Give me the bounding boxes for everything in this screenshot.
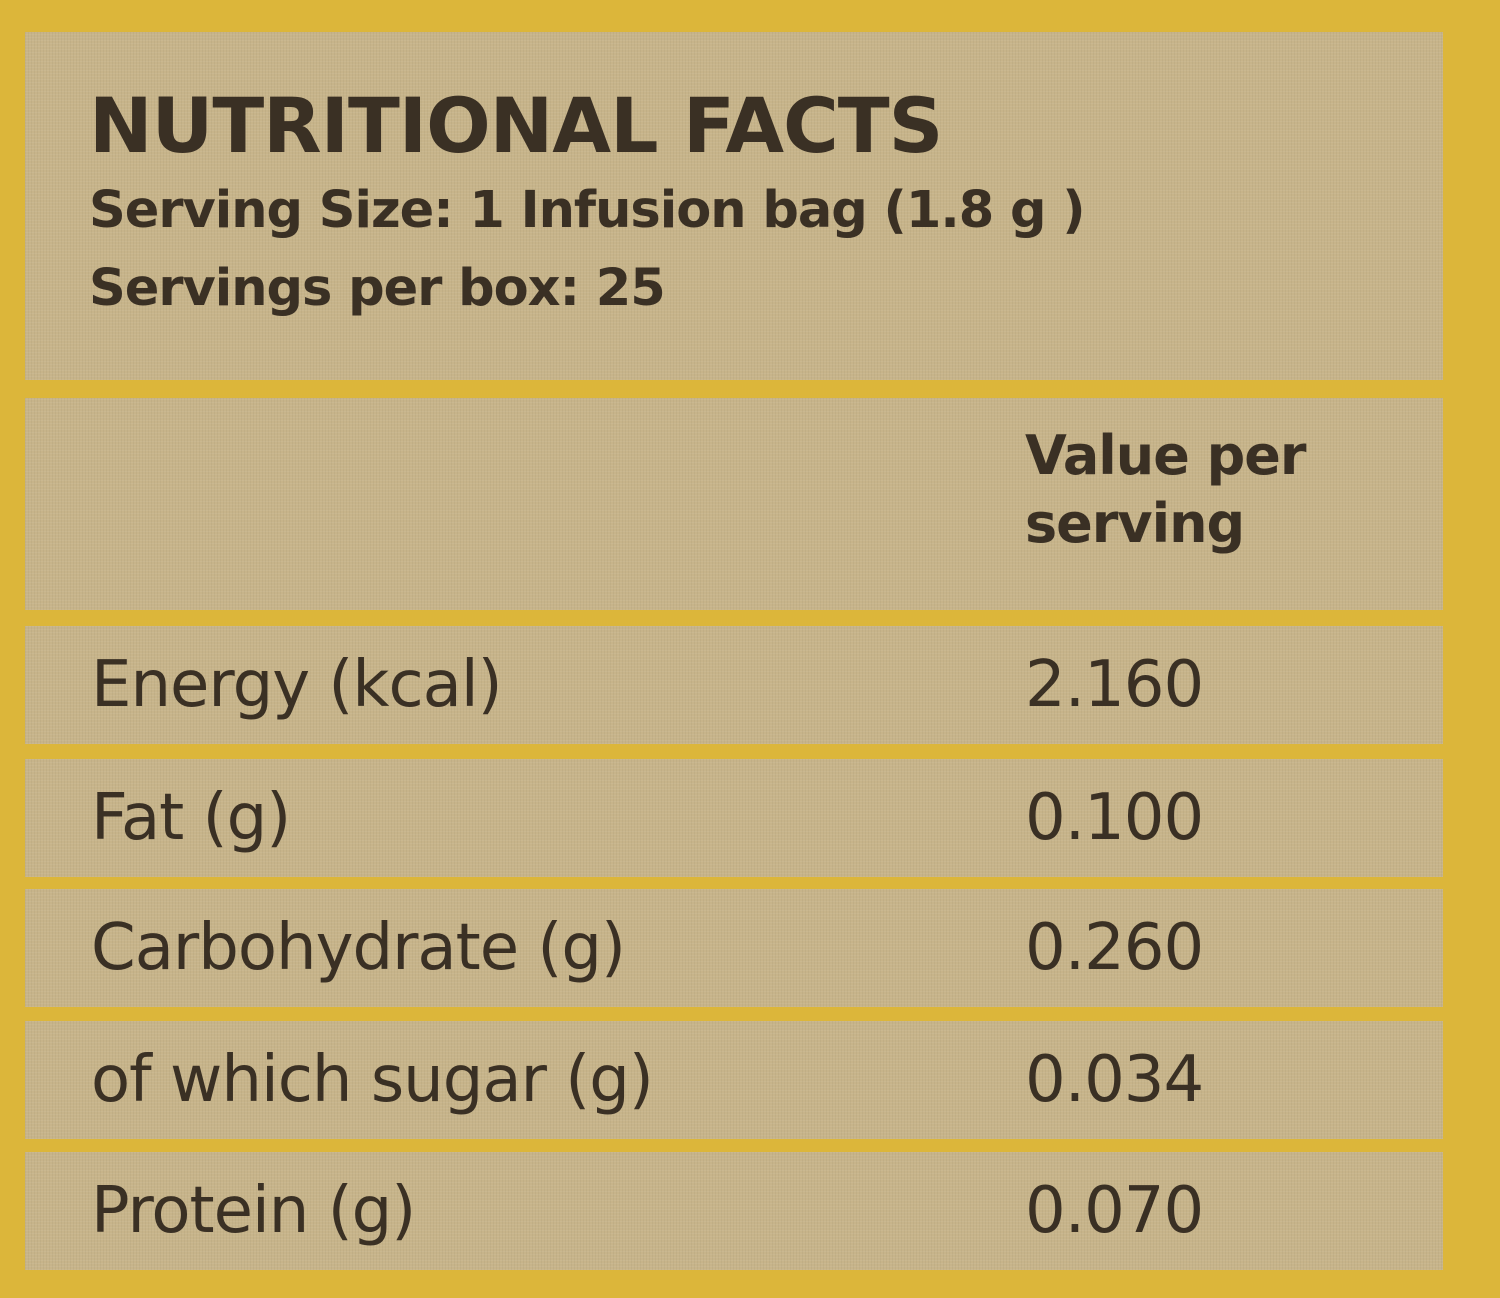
- table-row-carbohydrate: Carbohydrate (g) 0.260: [25, 889, 1443, 1007]
- value-column-header: Value per serving: [1025, 424, 1307, 555]
- row-label: of which sugar (g): [91, 1043, 654, 1117]
- row-value: 0.260: [1025, 911, 1204, 985]
- servings-per-box-text: Servings per box: 25: [89, 259, 666, 318]
- serving-size-text: Serving Size: 1 Infusion bag (1.8 g ): [89, 181, 1086, 240]
- row-value: 2.160: [1025, 648, 1204, 722]
- row-value: 0.034: [1025, 1043, 1204, 1117]
- row-value: 0.070: [1025, 1174, 1204, 1248]
- row-label: Energy (kcal): [91, 648, 503, 722]
- row-label: Carbohydrate (g): [91, 911, 626, 985]
- table-row-sugar: of which sugar (g) 0.034: [25, 1021, 1443, 1139]
- table-header-panel: Value per serving: [25, 398, 1443, 610]
- row-label: Protein (g): [91, 1174, 416, 1248]
- table-row-energy: Energy (kcal) 2.160: [25, 626, 1443, 744]
- table-row-fat: Fat (g) 0.100: [25, 759, 1443, 877]
- nutrition-header-panel: NUTRITIONAL FACTS Serving Size: 1 Infusi…: [25, 32, 1443, 380]
- table-row-protein: Protein (g) 0.070: [25, 1152, 1443, 1270]
- row-label: Fat (g): [91, 781, 291, 855]
- page-title: NUTRITIONAL FACTS: [89, 81, 943, 170]
- row-value: 0.100: [1025, 781, 1204, 855]
